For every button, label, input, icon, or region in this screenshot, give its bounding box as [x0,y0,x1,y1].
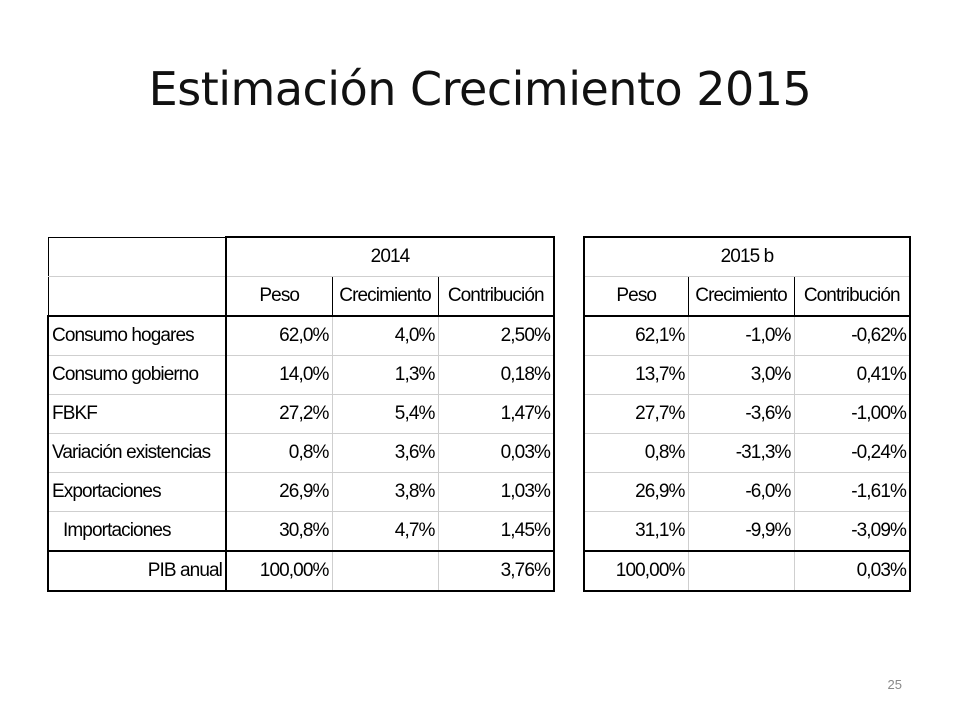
cell-value: 1,03% [437,472,555,512]
subheader-peso-2014: Peso [225,276,333,317]
cell-value: 1,3% [331,355,439,395]
page-number: 25 [887,677,902,692]
cell-value: 31,1% [583,511,689,552]
gap-cell [553,551,585,591]
subheader-crecimiento-2015b: Crecimiento [687,276,795,317]
cell-value: -1,61% [793,472,911,512]
cell-value: 4,7% [331,511,439,552]
gap-cell [553,276,585,316]
total-label: PIB anual [47,550,227,592]
growth-table-container: 2014 2015 b Peso Crecimiento Contribució… [47,236,911,592]
cell-value: 13,7% [583,355,689,395]
cell-value: 26,9% [583,472,689,512]
cell-value: -31,3% [687,433,795,473]
total-cell-value: 0,03% [793,550,911,592]
table-row: FBKF 27,2% 5,4% 1,47% 27,7% -3,6% -1,00% [47,394,911,434]
cell-value: -3,6% [687,394,795,434]
cell-value: 27,7% [583,394,689,434]
growth-table: 2014 2015 b Peso Crecimiento Contribució… [47,236,911,592]
cell-value: 27,2% [225,394,333,434]
cell-value: 3,6% [331,433,439,473]
cell-value: 62,0% [225,315,333,356]
cell-value: -3,09% [793,511,911,552]
slide-title: Estimación Crecimiento 2015 [148,62,812,116]
cell-value: 1,47% [437,394,555,434]
gap-cell [553,433,585,473]
gap-cell [553,472,585,512]
cell-value: -1,0% [687,315,795,356]
cell-value: 2,50% [437,315,555,356]
table-row: Consumo hogares 62,0% 4,0% 2,50% 62,1% -… [47,315,911,356]
gap-cell [553,355,585,395]
cell-value: -6,0% [687,472,795,512]
gap-cell [553,237,585,277]
empty-label-cell [47,276,227,317]
total-cell-value: 100,00% [225,550,333,592]
cell-value: 30,8% [225,511,333,552]
cell-value: 0,8% [225,433,333,473]
table-row: Variación existencias 0,8% 3,6% 0,03% 0,… [47,433,911,473]
empty-corner-cell [47,236,227,277]
row-label: Variación existencias [47,433,227,473]
row-label: Importaciones [47,511,227,552]
group-header-row: 2014 2015 b [47,236,911,277]
cell-value: 0,41% [793,355,911,395]
cell-value: 1,45% [437,511,555,552]
cell-value: 26,9% [225,472,333,512]
row-label: Exportaciones [47,472,227,512]
subheader-crecimiento-2014: Crecimiento [331,276,439,317]
gap-cell [553,394,585,434]
total-row: PIB anual 100,00% 3,76% 100,00% 0,03% [47,550,911,592]
cell-value: 0,18% [437,355,555,395]
table-row: Consumo gobierno 14,0% 1,3% 0,18% 13,7% … [47,355,911,395]
cell-value: -0,24% [793,433,911,473]
row-label: Consumo gobierno [47,355,227,395]
cell-value: 62,1% [583,315,689,356]
subheader-contribucion-2015b: Contribución [793,276,911,317]
row-label: Consumo hogares [47,315,227,356]
cell-value: 3,0% [687,355,795,395]
group-header-2015b: 2015 b [583,236,911,277]
table-row: Exportaciones 26,9% 3,8% 1,03% 26,9% -6,… [47,472,911,512]
cell-value: -9,9% [687,511,795,552]
gap-cell [553,316,585,356]
total-cell-value: 100,00% [583,550,689,592]
gap-cell [553,511,585,551]
cell-value: -0,62% [793,315,911,356]
cell-value: -1,00% [793,394,911,434]
cell-value: 3,8% [331,472,439,512]
cell-value: 5,4% [331,394,439,434]
subheader-contribucion-2014: Contribución [437,276,555,317]
cell-value: 0,03% [437,433,555,473]
total-cell-value [687,550,795,592]
subheader-peso-2015b: Peso [583,276,689,317]
table-row: Importaciones 30,8% 4,7% 1,45% 31,1% -9,… [47,511,911,552]
cell-value: 14,0% [225,355,333,395]
total-cell-value [331,550,439,592]
cell-value: 4,0% [331,315,439,356]
subheader-row: Peso Crecimiento Contribución Peso Creci… [47,276,911,317]
group-header-2014: 2014 [225,236,555,277]
row-label: FBKF [47,394,227,434]
cell-value: 0,8% [583,433,689,473]
total-cell-value: 3,76% [437,550,555,592]
